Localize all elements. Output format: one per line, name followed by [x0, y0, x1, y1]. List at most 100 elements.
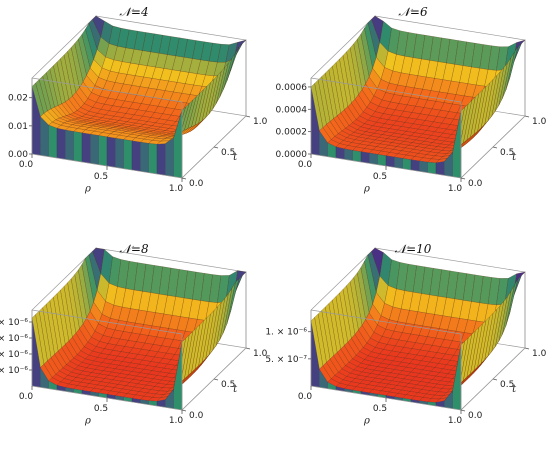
surface-front-face [410, 159, 420, 172]
x-tick-label: 1.0 [169, 416, 184, 426]
surface-patch [198, 81, 211, 124]
surface-patch [209, 70, 222, 114]
surface-patch [488, 71, 501, 121]
surface-patch [191, 320, 204, 373]
surface-patch [477, 316, 490, 368]
surface-front-face [352, 150, 362, 163]
y-tick-label: 0.0 [468, 179, 483, 189]
box-edge-front-top [31, 77, 183, 103]
surface-patch [505, 46, 519, 90]
surface-patch [191, 88, 204, 128]
panel-title: 𝒩=4 [119, 5, 148, 19]
surface-patch [484, 308, 497, 361]
surface-mesh [310, 247, 526, 403]
x-tick-label: 0.0 [298, 160, 313, 170]
x-tick-label: 0.5 [94, 172, 108, 182]
y-tick-label: 1.0 [532, 349, 547, 359]
y-axis-label: t [233, 384, 238, 395]
surface-patch [502, 52, 515, 99]
z-tick-label: 0.01 [8, 122, 28, 132]
surface-front-face [335, 146, 345, 160]
surface-patch [233, 39, 247, 59]
surface-patch [512, 271, 526, 298]
surface-front-face [435, 161, 445, 176]
surface-front-face [385, 155, 395, 168]
y-tick-mark [181, 177, 187, 180]
y-tick-label: 1.0 [532, 117, 547, 127]
z-tick-label: 1. × 10⁻⁶ [265, 328, 307, 338]
surface-front-face [419, 160, 428, 173]
y-tick-label: 1.0 [253, 349, 268, 359]
surface-front-face [140, 141, 149, 173]
surface-front-face [131, 140, 141, 172]
z-tick-label: 0.00 [8, 150, 28, 160]
y-tick-label: 0.5 [221, 148, 235, 158]
x-axis-label: ρ [363, 416, 370, 427]
surface-panel-1: 0.0 0.5 1.0 ρ 0.0 0.5 1.0 t 0.00 0.01 0.02 [8, 15, 268, 195]
surface-front-face [81, 132, 91, 164]
z-tick-label: 0.0004 [276, 105, 308, 115]
y-axis-label: t [512, 384, 517, 395]
x-axis-label: ρ [84, 416, 91, 427]
y-tick-label: 0.5 [221, 380, 235, 390]
surface-front-face [56, 128, 66, 160]
surface-patch [502, 285, 515, 335]
surface-patch [473, 85, 487, 135]
surface-front-face [156, 143, 166, 176]
z-tick-label: 6. × 10⁻⁶ [0, 334, 28, 344]
surface-patch [484, 75, 497, 126]
y-tick-label: 0.5 [500, 148, 514, 158]
surface-patch [470, 323, 483, 375]
surface-patch [201, 78, 215, 122]
y-tick-mark [460, 177, 466, 180]
box-edge-front-top [31, 309, 183, 335]
surface-patch [208, 302, 222, 356]
surface-patch [194, 85, 208, 126]
box-edge-front-top [310, 77, 462, 103]
x-tick-label: 1.0 [169, 184, 184, 194]
surface-patch [477, 82, 490, 132]
x-tick-label: 0.0 [19, 160, 34, 170]
surface-front-face [402, 158, 412, 171]
surface-patch [194, 317, 208, 370]
surface-patch [205, 74, 218, 119]
x-tick-label: 0.5 [94, 404, 108, 414]
y-tick-mark [213, 146, 219, 149]
panel-title: 𝒩=6 [398, 5, 428, 19]
y-tick-mark [492, 378, 498, 381]
y-tick-mark [524, 347, 530, 350]
surface-front-face [115, 137, 124, 169]
surface-patch [233, 270, 247, 296]
surface-patch [480, 78, 494, 129]
surface-patch [226, 46, 240, 81]
x-tick-label: 1.0 [448, 416, 463, 426]
surface-patch [205, 306, 218, 360]
y-tick-mark [524, 115, 530, 118]
surface-front-face [369, 152, 378, 165]
surface-patch [487, 304, 501, 357]
surface-front-face [344, 148, 353, 161]
surface-front-face [48, 124, 58, 159]
surface-mesh [31, 247, 247, 402]
surface-panel-2: 0.0 0.5 1.0 ρ 0.0 0.5 1.0 t 0.0000 0.0002 0.0004 0.… [276, 15, 547, 195]
surface-front-face [165, 137, 174, 177]
surface-front-face [106, 136, 116, 168]
y-tick-label: 0.0 [189, 411, 204, 421]
x-tick-label: 1.0 [448, 184, 463, 194]
y-tick-label: 1.0 [253, 117, 268, 127]
surface-patch [201, 309, 215, 363]
surface-mesh [31, 15, 247, 145]
y-tick-label: 0.0 [189, 179, 204, 189]
surface-patch [470, 89, 483, 138]
y-axis-label: t [233, 152, 238, 163]
z-tick-label: 2. × 10⁻⁶ [0, 366, 28, 376]
surface-front-face [427, 161, 437, 175]
y-tick-label: 0.5 [500, 380, 514, 390]
box-edge-front-top [310, 309, 462, 335]
x-tick-label: 0.0 [298, 392, 313, 402]
x-tick-label: 0.0 [19, 392, 34, 402]
surface-front-face [360, 151, 370, 164]
z-tick-label: 4. × 10⁻⁶ [0, 350, 28, 360]
surface-front-face [73, 131, 83, 163]
x-tick-label: 0.5 [373, 404, 387, 414]
